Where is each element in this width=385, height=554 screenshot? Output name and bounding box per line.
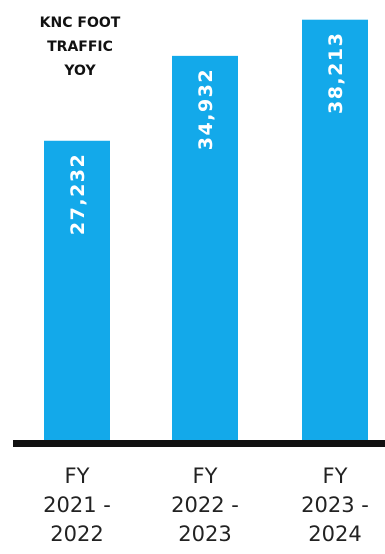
x-tick-label-3: FY 2023 - 2024 xyxy=(301,464,369,546)
x-tick-label-1-line-2: 2021 - xyxy=(43,493,111,517)
bar-value-label-2: 34,932 xyxy=(195,68,217,150)
x-tick-labels: FY 2021 - 2022 FY 2022 - 2023 FY 2023 - 2024 xyxy=(43,464,369,546)
x-tick-label-3-line-1: FY xyxy=(323,464,348,488)
chart-title: KNC FOOT TRAFFIC YOY xyxy=(40,15,121,79)
x-tick-label-2-line-3: 2023 xyxy=(178,522,231,546)
x-tick-label-3-line-2: 2023 - xyxy=(301,493,369,517)
x-tick-label-1: FY 2021 - 2022 xyxy=(43,464,111,546)
x-tick-label-2-line-1: FY xyxy=(193,464,218,488)
x-tick-label-3-line-3: 2024 xyxy=(308,522,361,546)
x-tick-label-1-line-3: 2022 xyxy=(50,522,103,546)
x-axis-line xyxy=(13,440,385,447)
chart-title-line-3: YOY xyxy=(63,63,96,79)
x-tick-label-2-line-2: 2022 - xyxy=(171,493,239,517)
bar-value-labels: 27,232 34,932 38,213 xyxy=(67,32,347,235)
x-tick-label-1-line-1: FY xyxy=(65,464,90,488)
chart-title-line-1: KNC FOOT xyxy=(40,15,121,31)
bar-3 xyxy=(302,19,368,442)
bar-value-label-3: 38,213 xyxy=(325,32,347,114)
chart-title-line-2: TRAFFIC xyxy=(47,39,113,55)
bar-value-label-1: 27,232 xyxy=(67,153,89,235)
bars xyxy=(44,19,368,442)
x-tick-label-2: FY 2022 - 2023 xyxy=(171,464,239,546)
bar-2 xyxy=(172,55,238,442)
bar-1 xyxy=(44,140,110,441)
